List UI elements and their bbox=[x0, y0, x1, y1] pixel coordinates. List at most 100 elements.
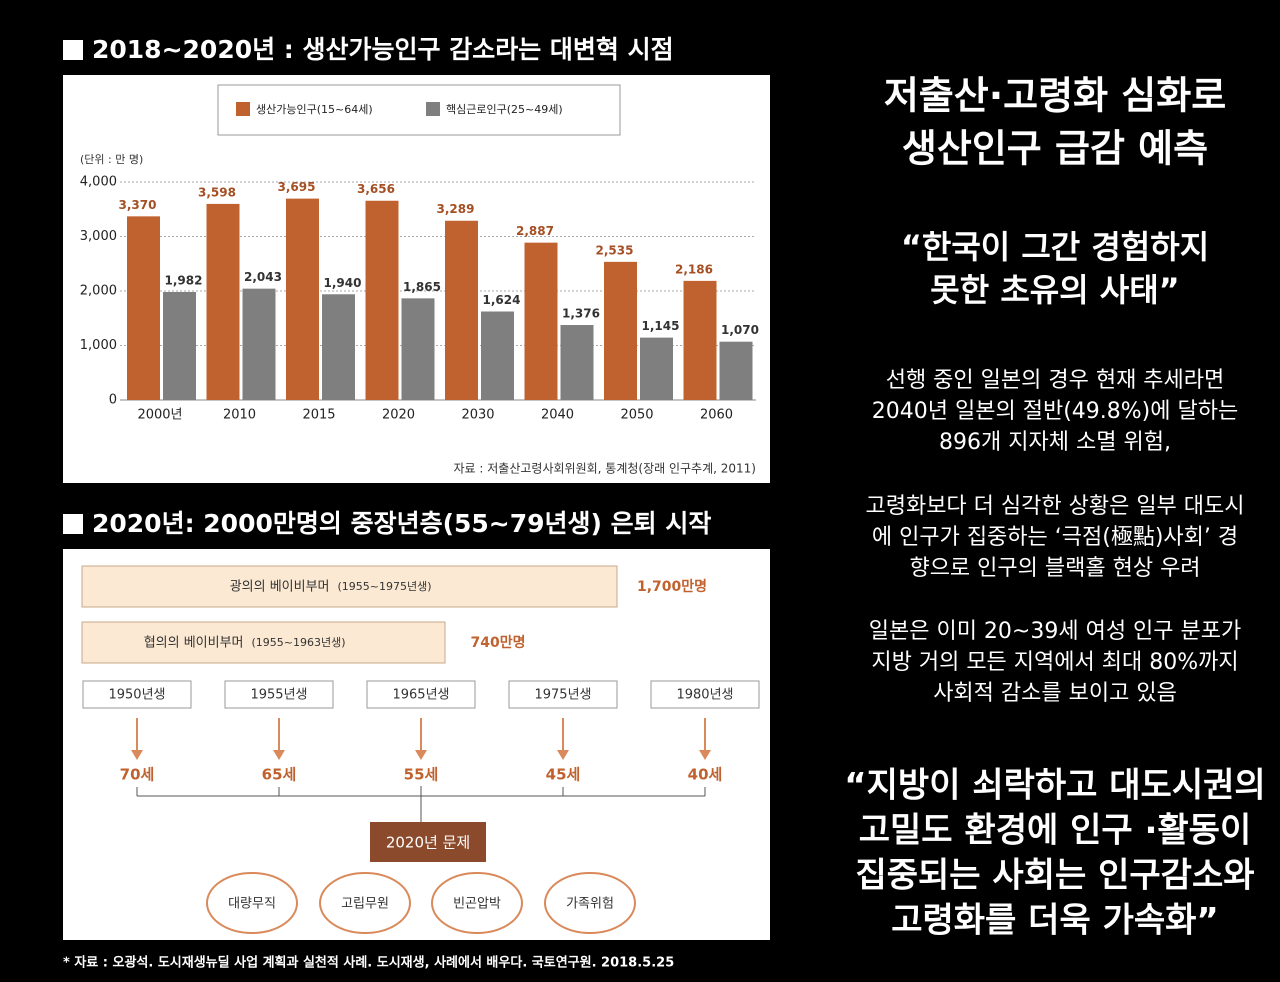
range-count: 740만명 bbox=[471, 634, 526, 651]
sidebar-text: 896개 지자체 소멸 위험, bbox=[939, 430, 1171, 455]
value-label: 3,289 bbox=[437, 202, 475, 216]
unit-label: (단위 : 만 명) bbox=[80, 153, 143, 166]
range-box bbox=[81, 621, 446, 664]
cohort-birth: 1965년생 bbox=[392, 688, 449, 703]
footnote: * 자료 : 오광석. 도시재생뉴딜 사업 계획과 실천적 사례. 도시재생, … bbox=[63, 955, 674, 971]
cohort-age: 45세 bbox=[546, 766, 581, 784]
cohort-age: 70세 bbox=[120, 766, 155, 784]
range-label: 협의의 베이비부머 bbox=[144, 636, 244, 651]
problem-box bbox=[370, 822, 486, 862]
bar bbox=[560, 325, 594, 400]
cohort-birth: 1950년생 bbox=[108, 688, 165, 703]
value-label: 2,887 bbox=[516, 224, 554, 238]
legend-swatch bbox=[426, 102, 440, 116]
value-label: 1,982 bbox=[165, 273, 203, 287]
legend-swatch bbox=[236, 102, 250, 116]
sidebar-text: 선행 중인 일본의 경우 현재 추세라면 bbox=[886, 368, 1225, 393]
y-tick-label: 1,000 bbox=[80, 338, 117, 353]
bullet bbox=[63, 514, 83, 534]
arrow-head bbox=[415, 750, 427, 760]
problem-label: 2020년 문제 bbox=[386, 834, 470, 852]
value-label: 1,376 bbox=[562, 307, 600, 321]
cohort-birth: 1955년생 bbox=[250, 688, 307, 703]
bar bbox=[365, 200, 399, 400]
bar bbox=[286, 198, 319, 400]
sidebar-text: 저출산·고령화 심화로 bbox=[884, 74, 1226, 118]
section-title: 2018~2020년 : 생산가능인구 감소라는 대변혁 시점 bbox=[92, 35, 674, 64]
y-tick-label: 4,000 bbox=[80, 175, 117, 190]
bar bbox=[163, 291, 196, 400]
legend-label: 생산가능인구(15~64세) bbox=[256, 103, 373, 116]
bar bbox=[242, 288, 276, 400]
legend-label: 핵심근로인구(25~49세) bbox=[446, 103, 563, 116]
sidebar-text: 고령화를 더욱 가속화” bbox=[891, 901, 1219, 941]
risk-circle bbox=[431, 872, 523, 934]
risk-circle bbox=[544, 872, 636, 934]
cohort-age: 55세 bbox=[404, 766, 439, 784]
range-period: (1955~1975년생) bbox=[338, 580, 432, 593]
cohort-age: 40세 bbox=[688, 766, 723, 784]
bar bbox=[604, 261, 637, 400]
bar bbox=[322, 294, 355, 400]
value-label: 3,656 bbox=[357, 182, 395, 196]
risk-label: 빈곤압박 bbox=[453, 897, 501, 912]
value-label: 3,695 bbox=[278, 180, 316, 194]
value-label: 1,145 bbox=[642, 319, 680, 333]
cohort-box bbox=[224, 680, 334, 709]
x-tick-label: 2000년 bbox=[137, 408, 182, 423]
sidebar-text: 향으로 인구의 블랙홀 현상 우려 bbox=[909, 556, 1200, 581]
x-tick-label: 2040 bbox=[541, 408, 574, 423]
sidebar-text: 집중되는 사회는 인구감소와 bbox=[855, 856, 1254, 896]
x-tick-label: 2060 bbox=[700, 408, 733, 423]
bar bbox=[640, 337, 673, 400]
bar bbox=[401, 298, 435, 400]
value-label: 3,370 bbox=[119, 198, 157, 212]
cohort-birth: 1975년생 bbox=[534, 688, 591, 703]
x-tick-label: 2010 bbox=[223, 408, 256, 423]
y-tick-label: 0 bbox=[109, 393, 117, 408]
x-tick-label: 2015 bbox=[302, 408, 335, 423]
cohort-age: 65세 bbox=[262, 766, 297, 784]
value-label: 2,043 bbox=[244, 270, 282, 284]
value-label: 2,186 bbox=[675, 262, 713, 276]
value-label: 1,070 bbox=[721, 323, 759, 337]
range-period: (1955~1963년생) bbox=[252, 636, 346, 649]
range-label: 광의의 베이비부머 bbox=[230, 580, 330, 595]
diagram-panel bbox=[63, 549, 770, 940]
cohort-box bbox=[82, 680, 192, 709]
cohort-box bbox=[650, 680, 760, 709]
arrow-head bbox=[557, 750, 569, 760]
cohort-box bbox=[508, 680, 618, 709]
risk-label: 고립무원 bbox=[341, 897, 389, 912]
x-tick-label: 2050 bbox=[620, 408, 653, 423]
arrow-head bbox=[131, 750, 143, 760]
arrow-head bbox=[273, 750, 285, 760]
range-count: 1,700만명 bbox=[637, 578, 707, 595]
sidebar-text: “한국이 그간 경험하지 bbox=[901, 228, 1209, 266]
sidebar-text: 생산인구 급감 예측 bbox=[902, 127, 1208, 171]
source: 자료 : 저출산고령사회위원회, 통계청(장래 인구추계, 2011) bbox=[454, 462, 757, 476]
sidebar-text: 고령화보다 더 심각한 상황은 일부 대도시 bbox=[865, 494, 1244, 519]
sidebar-text: 에 인구가 집중하는 ‘극점(極點)사회’ 경 bbox=[872, 525, 1238, 550]
bar bbox=[127, 216, 160, 400]
risk-circle bbox=[206, 872, 298, 934]
bar bbox=[719, 341, 753, 400]
bullet bbox=[63, 40, 83, 60]
value-label: 1,940 bbox=[324, 276, 362, 290]
risk-circle bbox=[319, 872, 411, 934]
chart-panel bbox=[63, 75, 770, 483]
sidebar-text: 2040년 일본의 절반(49.8%)에 달하는 bbox=[872, 399, 1238, 424]
bar bbox=[481, 311, 514, 400]
bar bbox=[445, 220, 478, 400]
risk-label: 가족위험 bbox=[566, 897, 614, 912]
arrow-head bbox=[699, 750, 711, 760]
sidebar-text: 고밀도 환경에 인구 ·활동이 bbox=[859, 811, 1252, 851]
value-label: 1,865 bbox=[403, 280, 441, 294]
cohort-birth: 1980년생 bbox=[676, 688, 733, 703]
risk-label: 대량무직 bbox=[228, 897, 276, 912]
bar bbox=[683, 280, 717, 400]
bar bbox=[206, 203, 240, 400]
sidebar-text: 못한 초유의 사태” bbox=[930, 271, 1179, 309]
